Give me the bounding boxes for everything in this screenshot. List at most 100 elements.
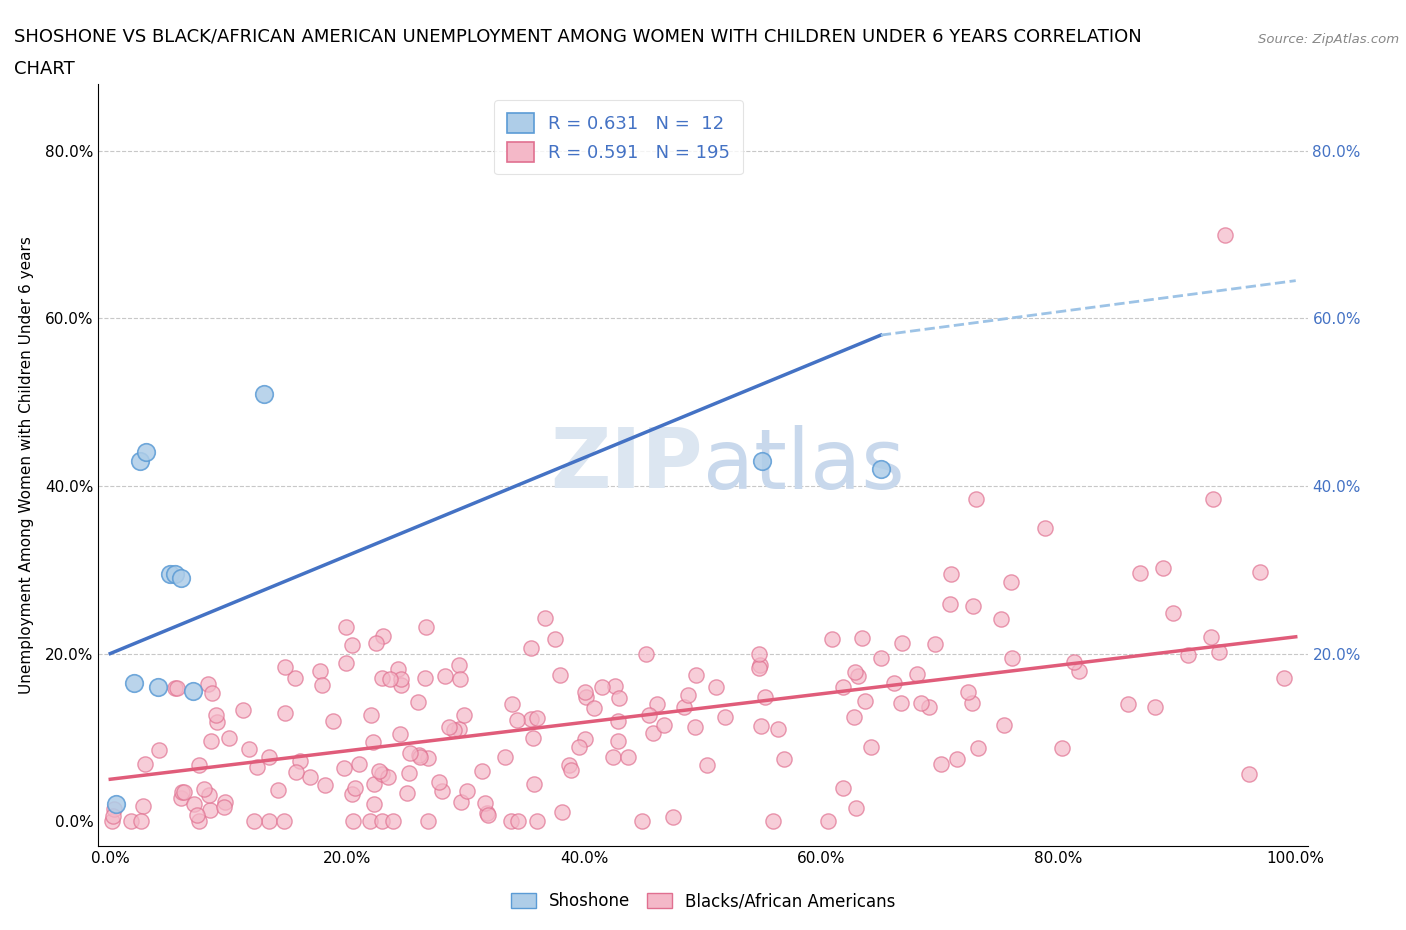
Point — [456, 784, 478, 799]
Point — [170, 784, 193, 799]
Point — [748, 661, 770, 676]
Point — [246, 760, 269, 775]
Point — [170, 571, 193, 586]
Point — [941, 567, 963, 582]
Point — [616, 750, 638, 764]
Point — [506, 814, 529, 829]
Point — [443, 723, 465, 737]
Point — [637, 707, 659, 722]
Point — [845, 800, 868, 815]
Point — [704, 680, 727, 695]
Point — [602, 750, 624, 764]
Point — [520, 711, 543, 726]
Point — [398, 746, 420, 761]
Point — [869, 462, 891, 477]
Point — [592, 680, 614, 695]
Point — [364, 636, 387, 651]
Point — [416, 751, 439, 765]
Point — [946, 751, 969, 766]
Point — [146, 680, 169, 695]
Point — [1161, 605, 1184, 620]
Point — [371, 629, 394, 644]
Point — [416, 814, 439, 829]
Point — [103, 802, 125, 817]
Point — [641, 725, 664, 740]
Point — [574, 684, 596, 699]
Point — [340, 637, 363, 652]
Point — [342, 814, 364, 829]
Point — [198, 802, 221, 817]
Point — [534, 610, 557, 625]
Point — [501, 697, 523, 711]
Point — [557, 757, 579, 772]
Point — [1213, 227, 1236, 242]
Point — [200, 734, 222, 749]
Point — [432, 783, 454, 798]
Point — [193, 782, 215, 797]
Point — [548, 668, 571, 683]
Point — [359, 814, 381, 829]
Point — [101, 808, 124, 823]
Point — [499, 814, 522, 829]
Point — [134, 757, 156, 772]
Point — [218, 730, 240, 745]
Point — [696, 757, 718, 772]
Point — [749, 719, 772, 734]
Point — [274, 659, 297, 674]
Point — [846, 669, 869, 684]
Point — [523, 777, 546, 791]
Point — [148, 742, 170, 757]
Point — [433, 669, 456, 684]
Point — [309, 663, 332, 678]
Point — [381, 814, 404, 829]
Point — [205, 708, 228, 723]
Point — [396, 786, 419, 801]
Point — [449, 658, 471, 672]
Point — [389, 671, 412, 686]
Point — [214, 794, 236, 809]
Text: Source: ZipAtlas.com: Source: ZipAtlas.com — [1258, 33, 1399, 46]
Point — [673, 699, 696, 714]
Point — [751, 453, 773, 468]
Text: ZIP: ZIP — [551, 424, 703, 506]
Point — [181, 684, 204, 698]
Point — [243, 814, 266, 829]
Y-axis label: Unemployment Among Women with Children Under 6 years: Unemployment Among Women with Children U… — [18, 236, 34, 694]
Point — [340, 787, 363, 802]
Point — [105, 797, 128, 812]
Point — [408, 750, 430, 764]
Point — [924, 636, 946, 651]
Point — [413, 671, 436, 685]
Point — [471, 764, 494, 778]
Point — [1143, 700, 1166, 715]
Point — [267, 783, 290, 798]
Point — [398, 765, 420, 780]
Point — [962, 598, 984, 613]
Point — [1199, 630, 1222, 644]
Point — [851, 631, 873, 645]
Point — [603, 678, 626, 693]
Point — [129, 453, 152, 468]
Point — [135, 445, 157, 459]
Point — [311, 677, 333, 692]
Point — [129, 814, 152, 829]
Point — [361, 735, 384, 750]
Text: SHOSHONE VS BLACK/AFRICAN AMERICAN UNEMPLOYMENT AMONG WOMEN WITH CHILDREN UNDER : SHOSHONE VS BLACK/AFRICAN AMERICAN UNEMP… — [14, 28, 1142, 46]
Point — [1177, 647, 1199, 662]
Point — [1033, 521, 1056, 536]
Point — [560, 763, 582, 777]
Point — [449, 671, 471, 686]
Point — [477, 807, 499, 822]
Point — [197, 788, 219, 803]
Point — [676, 687, 699, 702]
Point — [288, 754, 311, 769]
Point — [652, 718, 675, 733]
Point — [238, 741, 260, 756]
Point — [522, 730, 544, 745]
Point — [607, 734, 630, 749]
Point — [377, 769, 399, 784]
Point — [844, 665, 866, 680]
Point — [817, 814, 839, 829]
Point — [891, 635, 914, 650]
Point — [371, 814, 394, 829]
